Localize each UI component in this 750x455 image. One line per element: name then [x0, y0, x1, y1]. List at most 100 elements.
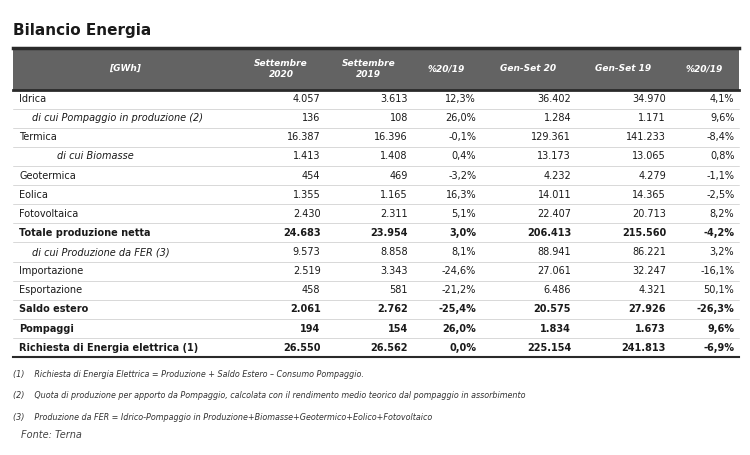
Text: 8.858: 8.858 — [380, 247, 408, 257]
Text: 3,2%: 3,2% — [710, 247, 734, 257]
Text: 1.284: 1.284 — [544, 113, 571, 123]
Text: Esportazione: Esportazione — [20, 285, 82, 295]
Text: 1.413: 1.413 — [293, 152, 320, 162]
Text: [GWh]: [GWh] — [110, 64, 142, 73]
Text: 5,1%: 5,1% — [452, 209, 476, 219]
Text: 9,6%: 9,6% — [707, 324, 734, 334]
Text: 86.221: 86.221 — [632, 247, 666, 257]
Bar — [238, 48, 325, 90]
Text: 9.573: 9.573 — [292, 247, 320, 257]
Bar — [13, 128, 739, 147]
Text: di cui Produzione da FER (3): di cui Produzione da FER (3) — [32, 247, 170, 257]
Text: 36.402: 36.402 — [537, 94, 571, 104]
Text: 27.926: 27.926 — [628, 304, 666, 314]
Text: Gen-Set 19: Gen-Set 19 — [595, 64, 651, 73]
Text: 108: 108 — [389, 113, 408, 123]
Text: 241.813: 241.813 — [622, 343, 666, 353]
Text: 16,3%: 16,3% — [446, 190, 476, 200]
Bar — [670, 48, 739, 90]
Bar — [13, 281, 739, 300]
Bar — [13, 223, 739, 243]
Text: Bilancio Energia: Bilancio Energia — [13, 23, 152, 38]
Bar — [13, 185, 739, 204]
Text: -16,1%: -16,1% — [700, 266, 734, 276]
Text: (1)    Richiesta di Energia Elettrica = Produzione + Saldo Estero – Consumo Pomp: (1) Richiesta di Energia Elettrica = Pro… — [13, 369, 364, 379]
Text: 225.154: 225.154 — [526, 343, 571, 353]
Text: 454: 454 — [302, 171, 320, 181]
Text: (2)    Quota di produzione per apporto da Pompaggio, calcolata con il rendimento: (2) Quota di produzione per apporto da P… — [13, 391, 526, 400]
Text: 1.408: 1.408 — [380, 152, 408, 162]
Text: 13.173: 13.173 — [537, 152, 571, 162]
Text: 206.413: 206.413 — [526, 228, 571, 238]
Text: 1.355: 1.355 — [292, 190, 320, 200]
Text: -21,2%: -21,2% — [442, 285, 476, 295]
Text: 3.613: 3.613 — [380, 94, 408, 104]
Text: 0,8%: 0,8% — [710, 152, 734, 162]
Text: 26.550: 26.550 — [283, 343, 320, 353]
Text: Termica: Termica — [20, 132, 57, 142]
Text: 2.519: 2.519 — [292, 266, 320, 276]
Text: %20/19: %20/19 — [427, 64, 465, 73]
Text: Settembre
2020: Settembre 2020 — [254, 59, 308, 79]
Text: 0,0%: 0,0% — [449, 343, 476, 353]
Text: -6,9%: -6,9% — [704, 343, 734, 353]
Text: 1.165: 1.165 — [380, 190, 408, 200]
Text: 32.247: 32.247 — [632, 266, 666, 276]
Text: Settembre
2019: Settembre 2019 — [342, 59, 395, 79]
Bar — [13, 204, 739, 223]
Text: -4,2%: -4,2% — [704, 228, 734, 238]
Text: Idrica: Idrica — [20, 94, 46, 104]
Bar — [13, 90, 739, 109]
Text: 154: 154 — [388, 324, 408, 334]
Bar — [13, 319, 739, 338]
Text: 129.361: 129.361 — [531, 132, 571, 142]
Bar — [13, 166, 739, 185]
Text: Eolica: Eolica — [20, 190, 48, 200]
Text: 1.834: 1.834 — [540, 324, 571, 334]
Bar — [13, 300, 739, 319]
Text: %20/19: %20/19 — [686, 64, 723, 73]
Text: Saldo estero: Saldo estero — [20, 304, 88, 314]
Text: -25,4%: -25,4% — [439, 304, 476, 314]
Text: 50,1%: 50,1% — [704, 285, 734, 295]
Text: 26,0%: 26,0% — [442, 324, 476, 334]
Text: 1.673: 1.673 — [635, 324, 666, 334]
Text: 1.171: 1.171 — [638, 113, 666, 123]
Text: 34.970: 34.970 — [632, 94, 666, 104]
Text: di cui Biomasse: di cui Biomasse — [57, 152, 134, 162]
Bar — [13, 243, 739, 262]
Text: 581: 581 — [389, 285, 408, 295]
Text: -2,5%: -2,5% — [706, 190, 734, 200]
Text: 14.011: 14.011 — [538, 190, 571, 200]
Text: Fonte: Terna: Fonte: Terna — [21, 430, 82, 440]
Text: 88.941: 88.941 — [538, 247, 571, 257]
Text: Gen-Set 20: Gen-Set 20 — [500, 64, 556, 73]
Text: Fotovoltaica: Fotovoltaica — [20, 209, 79, 219]
Text: di cui Pompaggio in produzione (2): di cui Pompaggio in produzione (2) — [32, 113, 202, 123]
Text: 13.065: 13.065 — [632, 152, 666, 162]
Text: 4,1%: 4,1% — [710, 94, 734, 104]
Text: 194: 194 — [300, 324, 320, 334]
Bar — [325, 48, 413, 90]
Text: 469: 469 — [389, 171, 408, 181]
Text: 14.365: 14.365 — [632, 190, 666, 200]
Bar — [13, 48, 238, 90]
Text: 16.396: 16.396 — [374, 132, 408, 142]
Text: 136: 136 — [302, 113, 320, 123]
Text: -26,3%: -26,3% — [697, 304, 734, 314]
Text: Pompaggi: Pompaggi — [20, 324, 74, 334]
Text: 9,6%: 9,6% — [710, 113, 734, 123]
Text: 16.387: 16.387 — [286, 132, 320, 142]
Text: -0,1%: -0,1% — [448, 132, 476, 142]
Text: 22.407: 22.407 — [537, 209, 571, 219]
Bar — [13, 338, 739, 357]
Text: 458: 458 — [302, 285, 320, 295]
Text: -1,1%: -1,1% — [706, 171, 734, 181]
Text: 4.232: 4.232 — [543, 171, 571, 181]
Text: 141.233: 141.233 — [626, 132, 666, 142]
Bar — [13, 147, 739, 166]
Bar — [575, 48, 670, 90]
Text: 20.575: 20.575 — [533, 304, 571, 314]
Text: 215.560: 215.560 — [622, 228, 666, 238]
Text: 0,4%: 0,4% — [452, 152, 476, 162]
